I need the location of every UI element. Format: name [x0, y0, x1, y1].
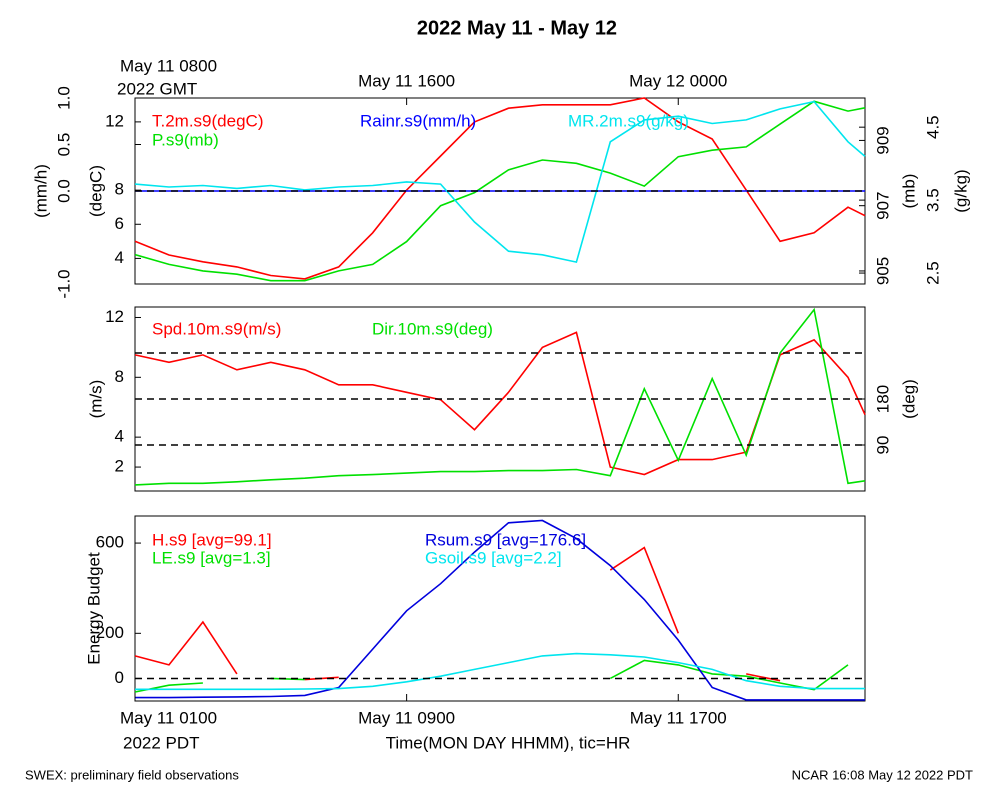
y-tick-label: 8 [115, 367, 124, 386]
legend-label: Rsum.s9 [avg=176.6] [425, 530, 586, 549]
y-tick-label: 12 [105, 111, 124, 130]
y-tick-label: 180 [873, 385, 892, 413]
legend-label: LE.s9 [avg=1.3] [152, 548, 271, 567]
time-zone: 2022 PDT [123, 733, 200, 752]
y-tick-label: 1.0 [54, 86, 73, 110]
time-zone: 2022 GMT [117, 79, 197, 98]
y-axis-label: (mb) [899, 174, 918, 209]
y-tick-label: 2 [115, 457, 124, 476]
y-tick-label: 3.5 [923, 188, 942, 212]
x-tick-label: May 12 0000 [629, 71, 727, 90]
series-line [135, 652, 865, 691]
legend-label: MR.2m.s9(g/kg) [568, 111, 689, 130]
series-line [134, 97, 866, 280]
legend-label: Gsoil.s9 [avg=2.2] [425, 548, 562, 567]
y-tick-label: 12 [105, 307, 124, 326]
legend-label: T.2m.s9(degC) [152, 111, 263, 130]
plot-frame [134, 515, 866, 702]
y-tick-label: 200 [96, 623, 124, 642]
x-tick-label: May 11 0800 [120, 56, 217, 75]
x-axis-label: Time(MON DAY HHMM), tic=HR [386, 733, 631, 752]
y-tick-label: 905 [873, 257, 892, 285]
page-title: 2022 May 11 - May 12 [417, 17, 617, 39]
y-tick-label: 0.0 [54, 179, 73, 203]
y-tick-label: 2.5 [923, 261, 942, 285]
series-line [134, 100, 866, 282]
legend-label: Spd.10m.s9(m/s) [152, 319, 281, 338]
footer-left: SWEX: preliminary field observations [25, 767, 239, 782]
y-tick-label: 6 [115, 214, 124, 233]
y-tick-label: 8 [115, 180, 124, 199]
y-tick-label: 4 [115, 427, 124, 446]
y-tick-label: 90 [873, 436, 892, 455]
x-tick-label: May 11 1600 [358, 71, 455, 90]
y-tick-label: 0.5 [54, 133, 73, 157]
legend-label: Rainr.s9(mm/h) [360, 111, 476, 130]
y-tick-label: 909 [873, 126, 892, 154]
y-axis-label: (mm/h) [31, 164, 50, 218]
y-tick-label: 0 [115, 668, 124, 687]
y-tick-label: 4.5 [923, 115, 942, 139]
legend-label: P.s9(mb) [152, 130, 219, 149]
x-tick-label: May 11 0900 [358, 708, 455, 727]
legend-label: H.s9 [avg=99.1] [152, 530, 272, 549]
y-tick-label: 4 [115, 248, 124, 267]
y-tick-label: 907 [873, 191, 892, 219]
y-axis-label: Energy Budget [84, 552, 103, 665]
y-axis-label: (deg) [899, 379, 918, 419]
series-line [134, 307, 866, 486]
y-axis-label: (degC) [86, 165, 105, 217]
x-tick-label: May 11 1700 [630, 708, 727, 727]
footer-right: NCAR 16:08 May 12 2022 PDT [792, 767, 973, 782]
y-axis-label: (g/kg) [951, 169, 970, 212]
series-line [135, 519, 865, 701]
y-tick-label: 600 [96, 533, 124, 552]
legend-label: Dir.10m.s9(deg) [372, 319, 493, 338]
series-line [134, 100, 866, 264]
x-tick-label: May 11 0100 [120, 708, 217, 727]
y-axis-label: (m/s) [86, 380, 105, 419]
y-tick-label: -1.0 [54, 269, 73, 298]
